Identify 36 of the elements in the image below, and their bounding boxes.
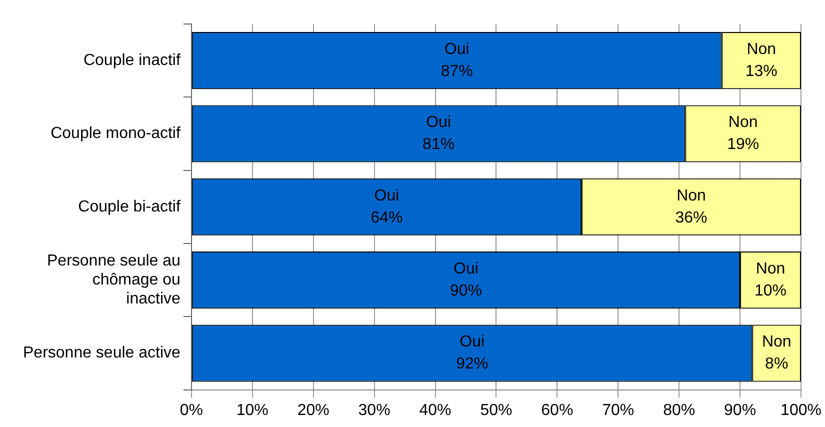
data-label: 92% <box>456 356 488 373</box>
data-label: 90% <box>450 282 482 300</box>
data-label: 64% <box>370 209 403 226</box>
data-label: 19% <box>727 136 760 154</box>
data-label: 10% <box>754 282 787 300</box>
x-tick-label: 30% <box>358 402 390 419</box>
y-tick-label: Personne seule active <box>22 344 181 362</box>
text: Non <box>746 40 776 58</box>
series-label: Non <box>756 260 786 278</box>
text: Non <box>728 114 758 132</box>
x-tick-label: 80% <box>663 402 696 419</box>
data-label: 87% <box>440 62 473 80</box>
x-tick-label: 70% <box>602 402 634 419</box>
x-tick-label: 0% <box>180 402 203 419</box>
x-tick-label: 50% <box>480 402 512 419</box>
series-label: Oui <box>454 260 478 278</box>
text: Non <box>762 334 792 351</box>
y-tick-label: Personne seule au chômage ou inactive <box>46 252 181 308</box>
x-tick-label: 40% <box>419 402 452 419</box>
x-tick-label: 60% <box>541 402 574 419</box>
text: Oui <box>426 114 452 132</box>
data-label: 81% <box>422 136 455 154</box>
data-label: 36% <box>675 209 708 226</box>
text: Oui <box>374 187 400 204</box>
x-tick-label: 20% <box>297 402 330 419</box>
text: Oui <box>444 40 470 58</box>
y-tick-label: Couple mono-actif <box>50 125 181 142</box>
x-tick-label: 90% <box>724 402 756 419</box>
text: Non <box>676 187 706 204</box>
x-tick-label: 100% <box>780 402 822 419</box>
x-tick-label: 10% <box>236 402 268 419</box>
data-label: 8% <box>765 356 788 373</box>
y-tick-label: Couple inactif <box>83 52 181 69</box>
text: Oui <box>460 334 485 351</box>
data-label: 13% <box>745 62 778 80</box>
y-tick-label: Couple bi-actif <box>78 198 181 216</box>
